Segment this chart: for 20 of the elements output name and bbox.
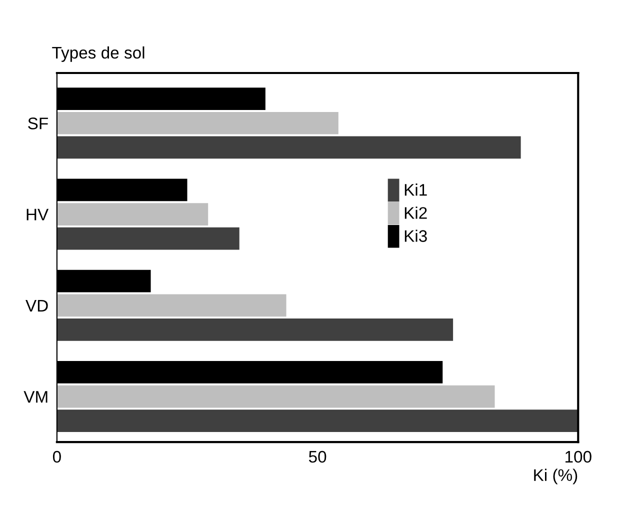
- x-tick-label: 100: [566, 450, 592, 463]
- bar: [56, 203, 208, 226]
- x-axis-title: Ki (%): [534, 468, 578, 484]
- y-tick-label: SF: [28, 118, 48, 130]
- y-tick-label: VM: [24, 391, 48, 403]
- y-tick-label: HV: [26, 208, 49, 220]
- x-tick-label: 0: [52, 450, 61, 463]
- legend-label: Ki1: [404, 184, 427, 196]
- bar: [56, 385, 495, 408]
- x-tick-label: 50: [308, 450, 326, 463]
- bar: [56, 112, 338, 134]
- legend-label: Ki3: [404, 230, 427, 242]
- bar: [56, 227, 240, 250]
- bar: [56, 294, 286, 317]
- bar: [56, 410, 578, 432]
- y-tick-label: VD: [26, 300, 48, 312]
- bar: [56, 318, 454, 341]
- y-axis-title: Types de sol: [52, 46, 144, 62]
- legend-label: Ki2: [404, 206, 427, 219]
- bar: [56, 136, 521, 159]
